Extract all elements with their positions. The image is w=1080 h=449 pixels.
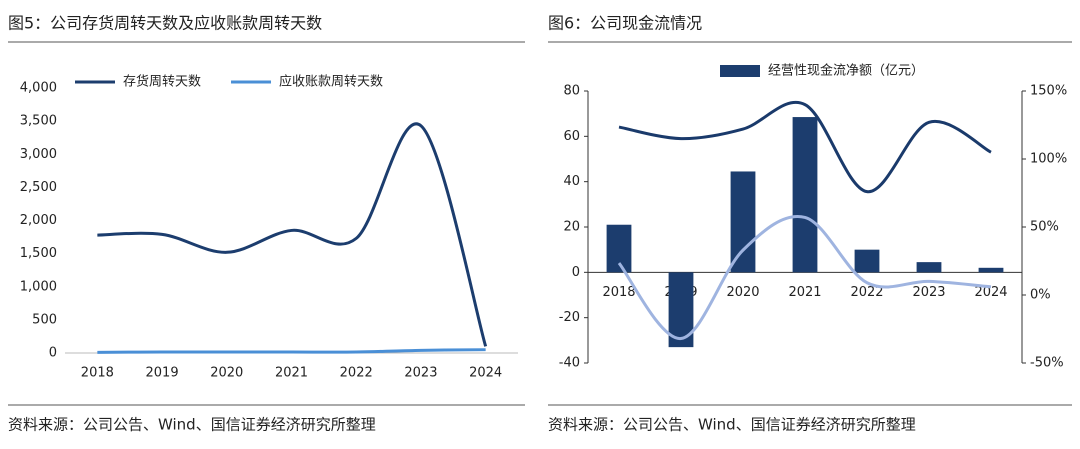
legend-label: 经营性现金流净额（亿元） [768,63,924,79]
x-tick-label: 2022 [850,285,883,300]
legend-swatch [720,65,760,77]
line-series [617,215,992,341]
x-tick-label: 2018 [602,285,635,300]
line-series [618,101,992,194]
y-tick-label: 60 [563,129,580,144]
bar [792,117,818,273]
bar [916,262,942,273]
y-tick-label: -40 [559,356,580,371]
y-tick-label: 3,000 [20,147,57,162]
y-tick-label: 0 [49,346,57,361]
line-series [97,122,488,347]
x-tick-label: 2022 [340,366,373,381]
y-tick-label: 500 [32,312,57,327]
y-tick-label: 2,500 [20,180,57,195]
y-tick-label: 3,500 [20,114,57,129]
y2-tick-label: 100% [1030,152,1067,167]
legend-label: 存货周转天数 [123,74,201,90]
y-tick-label: 1,000 [20,279,57,294]
y2-tick-label: 0% [1030,288,1051,303]
y-tick-label: 20 [563,220,580,235]
figure-title: 图6：公司现金流情况 [548,14,702,33]
y2-tick-label: 150% [1030,84,1067,99]
x-tick-label: 2024 [469,366,502,381]
bar [978,267,1004,273]
y-tick-label: 4,000 [20,81,57,96]
y-tick-label: 0 [572,265,580,280]
x-tick-label: 2020 [726,285,759,300]
x-tick-label: 2024 [974,285,1007,300]
x-tick-label: 2020 [210,366,243,381]
legend-label: 应收账款周转天数 [279,74,383,90]
source-note: 资料来源：公司公告、Wind、国信证券经济研究所整理 [8,416,376,434]
x-tick-label: 2021 [788,285,821,300]
x-tick-label: 2023 [912,285,945,300]
x-tick-label: 2021 [275,366,308,381]
y-tick-label: 1,500 [20,246,57,261]
y2-tick-label: 50% [1030,220,1059,235]
y-tick-label: 80 [563,84,580,99]
bar [854,249,880,273]
y-tick-label: -20 [559,310,580,325]
y-tick-label: 40 [563,174,580,189]
source-note: 资料来源：公司公告、Wind、国信证券经济研究所整理 [548,416,916,434]
x-tick-label: 2023 [404,366,437,381]
line-series [97,348,486,354]
y-tick-label: 2,000 [20,213,57,228]
x-tick-label: 2019 [146,366,179,381]
figure-title: 图5：公司存货周转天数及应收账款周转天数 [8,14,322,33]
x-tick-label: 2018 [81,366,114,381]
y2-tick-label: -50% [1030,356,1064,371]
bar [730,171,756,273]
